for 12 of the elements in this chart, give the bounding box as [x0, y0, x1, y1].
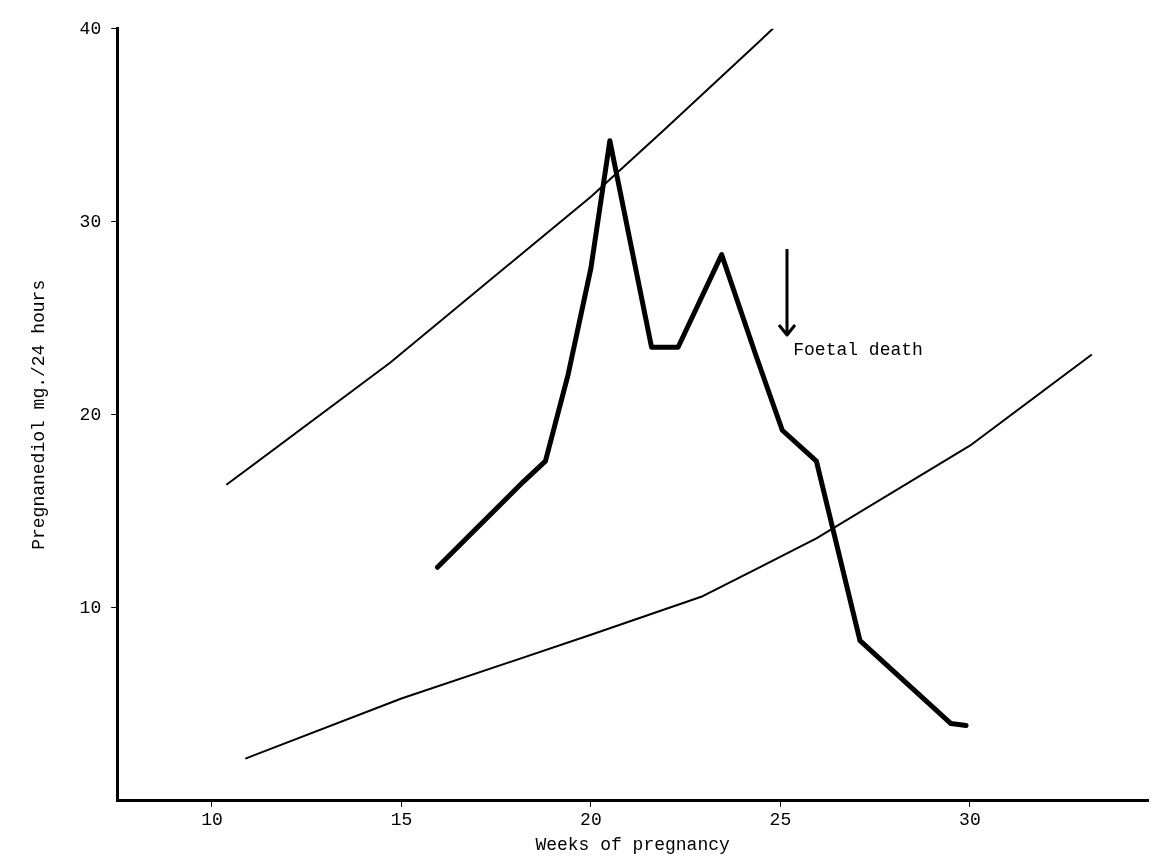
annotation: Foetal death — [793, 340, 923, 361]
x-tick-label: 20 — [580, 810, 602, 831]
y-axis-title: Pregnanediol mg./24 hours — [28, 279, 49, 550]
y-tick-label: 10 — [79, 597, 102, 618]
x-tick-label: 25 — [769, 810, 792, 831]
x-axis-title: Weeks of pregnancy — [535, 834, 731, 855]
y-tick-label: 20 — [79, 404, 102, 425]
y-tick-label: 30 — [79, 211, 102, 232]
y-tick-label: 40 — [79, 18, 102, 39]
x-tick-label: 15 — [390, 810, 413, 831]
x-tick-label: 30 — [959, 810, 981, 831]
x-tick-label: 10 — [201, 810, 223, 831]
